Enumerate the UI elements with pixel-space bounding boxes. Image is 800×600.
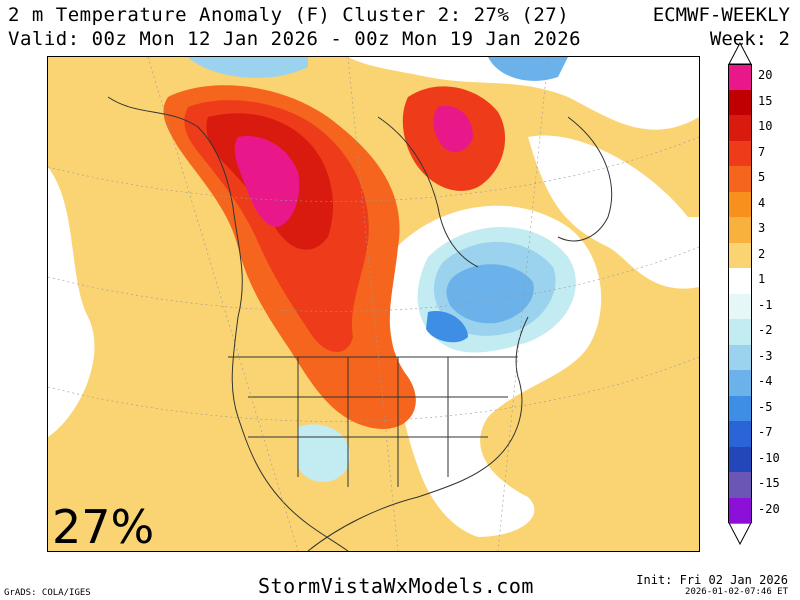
cold-arctic-east bbox=[488, 57, 568, 81]
legend-label: -15 bbox=[758, 476, 780, 490]
legend-swatch bbox=[728, 217, 752, 243]
legend-swatch bbox=[728, 395, 752, 421]
legend-swatch bbox=[728, 89, 752, 115]
legend-swatch bbox=[728, 446, 752, 472]
legend-label: -4 bbox=[758, 374, 773, 388]
generated-timestamp: 2026-01-02-07:46 ET bbox=[685, 587, 788, 597]
legend-swatch bbox=[728, 191, 752, 217]
legend-label: -10 bbox=[758, 450, 780, 465]
legend-top-arrow bbox=[728, 42, 752, 64]
valid-period: Valid: 00z Mon 12 Jan 2026 - 00z Mon 19 … bbox=[8, 28, 582, 50]
legend-label: 15 bbox=[758, 93, 773, 108]
cold-anomaly-inner bbox=[446, 264, 534, 324]
neutral-greenland bbox=[528, 135, 699, 289]
warm-anomaly-baffin-core bbox=[433, 106, 473, 153]
legend-swatch bbox=[728, 472, 752, 498]
week-label: Week: 2 bbox=[709, 28, 790, 50]
legend-label: -7 bbox=[758, 425, 773, 439]
map-canvas bbox=[48, 57, 699, 551]
neutral-pacific-west bbox=[48, 167, 95, 437]
legend-label: 20 bbox=[758, 68, 773, 82]
coastlines bbox=[107, 96, 613, 551]
legend-swatch bbox=[728, 319, 752, 345]
legend-label: -1 bbox=[758, 297, 773, 312]
model-name: ECMWF-WEEKLY bbox=[652, 4, 790, 26]
legend-swatch bbox=[728, 370, 752, 396]
cluster-percent-label: 27% bbox=[52, 500, 155, 554]
cold-arctic-west bbox=[188, 57, 308, 78]
legend-label: 5 bbox=[758, 170, 766, 184]
legend-swatch bbox=[728, 344, 752, 370]
legend-swatch bbox=[728, 115, 752, 141]
graticule bbox=[48, 57, 699, 551]
legend-swatch bbox=[728, 497, 752, 523]
color-legend: 20 15 10 7 5 4 3 2 1 -1 -2 -3 -4 -5 -7 -10 -15 -20 bbox=[728, 42, 780, 570]
legend-label: 1 bbox=[758, 272, 766, 286]
legend-label: 10 bbox=[758, 119, 773, 133]
legend-swatch bbox=[728, 421, 752, 447]
legend-label: -20 bbox=[758, 501, 780, 516]
legend-swatch bbox=[728, 268, 752, 294]
legend-label: 3 bbox=[758, 221, 766, 235]
site-footer: StormVistaWxModels.com bbox=[258, 574, 534, 598]
cold-southwest bbox=[298, 424, 350, 482]
map-title: 2 m Temperature Anomaly (F) Cluster 2: 2… bbox=[8, 4, 570, 26]
legend-label: 2 bbox=[758, 246, 766, 261]
grads-credit: GrADS: COLA/IGES bbox=[4, 588, 91, 598]
warm-anomaly-core bbox=[234, 136, 300, 227]
legend-label: -5 bbox=[758, 399, 773, 414]
warm-atlantic bbox=[608, 357, 699, 551]
neutral-arctic bbox=[348, 57, 699, 130]
legend-bottom-arrow bbox=[728, 523, 752, 545]
legend-swatch bbox=[728, 64, 752, 91]
legend-label: 4 bbox=[758, 195, 766, 210]
legend-swatch bbox=[728, 242, 752, 268]
legend-label: -3 bbox=[758, 348, 773, 363]
legend-label: -2 bbox=[758, 323, 773, 337]
legend-label: 7 bbox=[758, 144, 766, 159]
legend-swatch bbox=[728, 140, 752, 166]
anomaly-map bbox=[47, 56, 700, 552]
legend-swatch bbox=[728, 166, 752, 192]
legend-swatch bbox=[728, 293, 752, 319]
cold-anomaly-core bbox=[426, 311, 468, 343]
init-time: Init: Fri 02 Jan 2026 bbox=[636, 573, 788, 587]
